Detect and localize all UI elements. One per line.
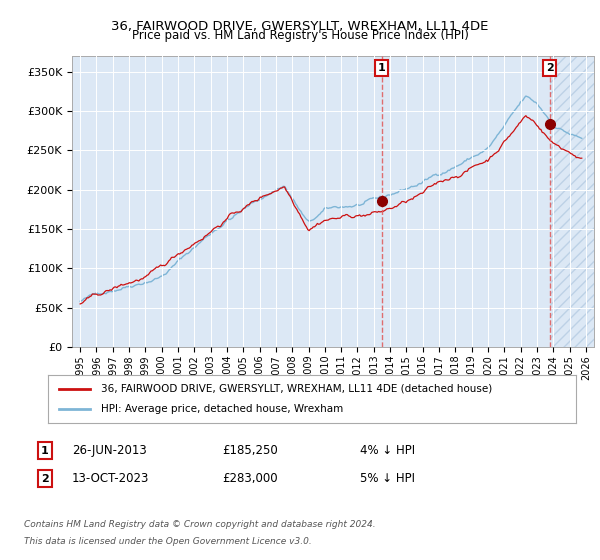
Text: 36, FAIRWOOD DRIVE, GWERSYLLT, WREXHAM, LL11 4DE: 36, FAIRWOOD DRIVE, GWERSYLLT, WREXHAM, … (112, 20, 488, 32)
Text: This data is licensed under the Open Government Licence v3.0.: This data is licensed under the Open Gov… (24, 537, 312, 546)
Text: 2: 2 (41, 474, 49, 484)
Text: 36, FAIRWOOD DRIVE, GWERSYLLT, WREXHAM, LL11 4DE (detached house): 36, FAIRWOOD DRIVE, GWERSYLLT, WREXHAM, … (101, 384, 492, 394)
Text: 1: 1 (378, 63, 386, 73)
Text: 2: 2 (546, 63, 554, 73)
Text: £283,000: £283,000 (222, 472, 278, 486)
Text: 26-JUN-2013: 26-JUN-2013 (72, 444, 147, 458)
Text: Contains HM Land Registry data © Crown copyright and database right 2024.: Contains HM Land Registry data © Crown c… (24, 520, 376, 529)
Text: 4% ↓ HPI: 4% ↓ HPI (360, 444, 415, 458)
Text: 13-OCT-2023: 13-OCT-2023 (72, 472, 149, 486)
Text: £185,250: £185,250 (222, 444, 278, 458)
Text: 5% ↓ HPI: 5% ↓ HPI (360, 472, 415, 486)
Text: HPI: Average price, detached house, Wrexham: HPI: Average price, detached house, Wrex… (101, 404, 343, 414)
Text: 1: 1 (41, 446, 49, 456)
Text: Price paid vs. HM Land Registry's House Price Index (HPI): Price paid vs. HM Land Registry's House … (131, 29, 469, 42)
